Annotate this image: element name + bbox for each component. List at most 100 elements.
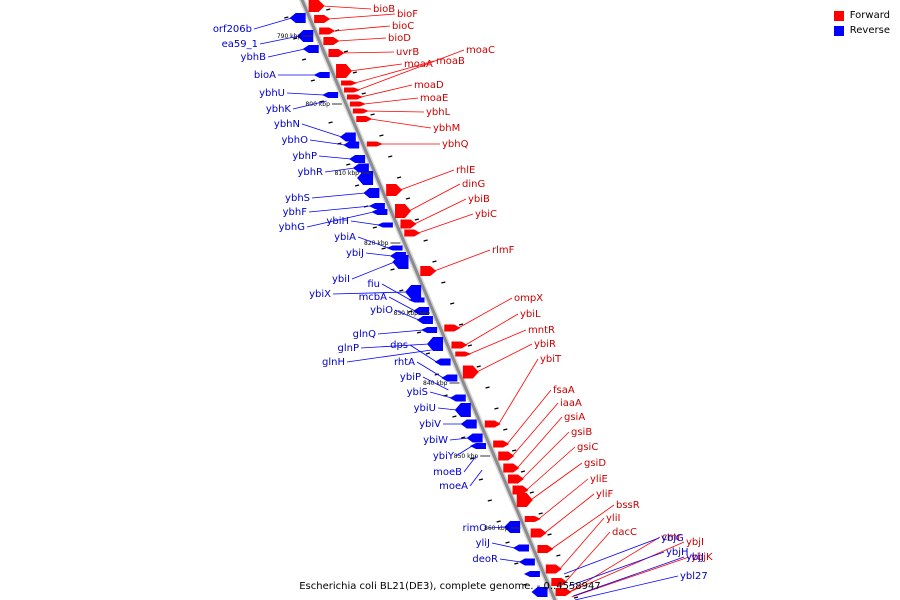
forward-gene-label: ybhQ: [442, 139, 469, 150]
backbone: [300, 0, 557, 600]
reverse-leader-line: [394, 309, 420, 321]
minor-tick: [458, 323, 464, 326]
reverse-feature: [405, 285, 422, 299]
minor-tick: [370, 113, 375, 116]
forward-gene-label: ybjK: [691, 552, 713, 563]
forward-leader-line: [521, 431, 570, 480]
reverse-leader-line: [332, 291, 408, 295]
reverse-gene-label: ybhU: [259, 88, 285, 99]
forward-gene-label: rhlE: [456, 165, 475, 176]
reverse-leader-line: [573, 556, 685, 597]
minor-tick: [388, 155, 393, 158]
minor-tick: [529, 491, 534, 494]
reverse-feature: [454, 403, 471, 417]
scale-tick-label: 830 kbp: [394, 310, 419, 317]
forward-gene-label: moaE: [420, 93, 448, 104]
minor-tick: [343, 50, 349, 53]
minor-tick: [414, 218, 419, 221]
minor-tick: [478, 478, 484, 481]
genome-title: Escherichia coli BL21(DE3), complete gen…: [299, 581, 601, 592]
scale-tick-label: 800 kbp: [305, 101, 330, 108]
forward-leader-line: [408, 183, 461, 212]
reverse-leader-line: [469, 469, 483, 487]
minor-tick: [381, 247, 386, 250]
legend-reverse-swatch: [833, 25, 844, 36]
forward-feature: [455, 351, 472, 357]
reverse-leader-line: [499, 558, 521, 563]
reverse-leader-line: [377, 329, 424, 335]
reverse-gene-label: ybhF: [283, 207, 308, 218]
reverse-leader-line: [365, 252, 393, 257]
minor-tick: [408, 310, 413, 313]
forward-leader-line: [337, 37, 387, 42]
reverse-feature: [392, 255, 409, 269]
reverse-feature: [339, 132, 356, 142]
forward-gene-label: bioC: [392, 21, 414, 32]
minor-tick: [476, 365, 481, 368]
legend-forward: Forward: [833, 8, 890, 23]
reverse-gene-label: ybjG: [661, 533, 684, 544]
reverse-leader-line: [292, 100, 327, 110]
reverse-feature: [434, 358, 451, 366]
forward-gene-label: ybiC: [475, 209, 497, 220]
forward-leader-line: [370, 118, 432, 129]
minor-tick: [523, 583, 528, 586]
reverse-gene-label: ybhS: [285, 193, 310, 204]
reverse-feature: [376, 222, 393, 228]
reverse-gene-label: moeB: [433, 467, 462, 478]
reverse-leader-line: [286, 92, 325, 96]
forward-leader-line: [565, 531, 611, 583]
reverse-feature: [357, 171, 374, 185]
forward-feature: [555, 588, 572, 596]
legend-reverse: Reverse: [833, 23, 890, 38]
forward-leader-line: [511, 402, 559, 457]
forward-leader-line: [506, 389, 552, 445]
reverse-gene-label: ybiO: [370, 305, 393, 316]
reverse-leader-line: [309, 139, 346, 146]
minor-tick: [354, 184, 360, 187]
reverse-feature: [512, 544, 529, 552]
minor-tick: [514, 562, 519, 565]
reverse-gene-label: ybiV: [419, 419, 441, 430]
reverse-leader-line: [449, 437, 469, 441]
reverse-gene-label: ybiX: [309, 289, 331, 300]
forward-feature: [503, 463, 520, 473]
reverse-gene-label: ybl27: [680, 571, 708, 582]
forward-feature: [344, 87, 361, 93]
forward-gene-label: ybhL: [426, 107, 451, 118]
legend-forward-swatch: [833, 10, 844, 21]
reverse-leader-line: [346, 349, 432, 363]
reverse-gene-label: mcbA: [359, 292, 388, 303]
forward-gene-label: iaaA: [560, 398, 582, 409]
forward-leader-line: [530, 462, 583, 501]
reverse-feature: [386, 245, 403, 251]
forward-gene-label: moaC: [466, 45, 495, 56]
minor-tick: [396, 176, 402, 179]
reverse-feature: [408, 297, 425, 303]
forward-gene-label: moaA: [404, 59, 433, 70]
reverse-feature: [460, 419, 477, 429]
forward-leader-line: [328, 13, 396, 20]
reverse-leader-line: [357, 236, 389, 249]
forward-gene-label: ybiL: [520, 309, 541, 320]
forward-gene-label: bioD: [388, 33, 411, 44]
minor-tick: [284, 16, 289, 19]
reverse-feature: [470, 443, 487, 449]
reverse-gene-label: ybhB: [241, 52, 267, 63]
forward-feature: [545, 564, 562, 574]
forward-leader-line: [418, 213, 474, 234]
reverse-leader-line: [488, 526, 507, 529]
reverse-feature: [449, 394, 466, 402]
minor-tick: [293, 37, 298, 40]
reverse-feature: [504, 521, 521, 533]
reverse-leader-line: [563, 537, 660, 575]
minor-tick: [452, 415, 457, 418]
minor-tick: [547, 533, 552, 536]
forward-feature: [530, 528, 547, 538]
reverse-gene-label: ybiI: [332, 274, 350, 285]
forward-leader-line: [434, 249, 491, 272]
reverse-leader-line: [455, 445, 473, 457]
forward-feature: [551, 578, 568, 586]
forward-leader-line: [360, 84, 413, 98]
